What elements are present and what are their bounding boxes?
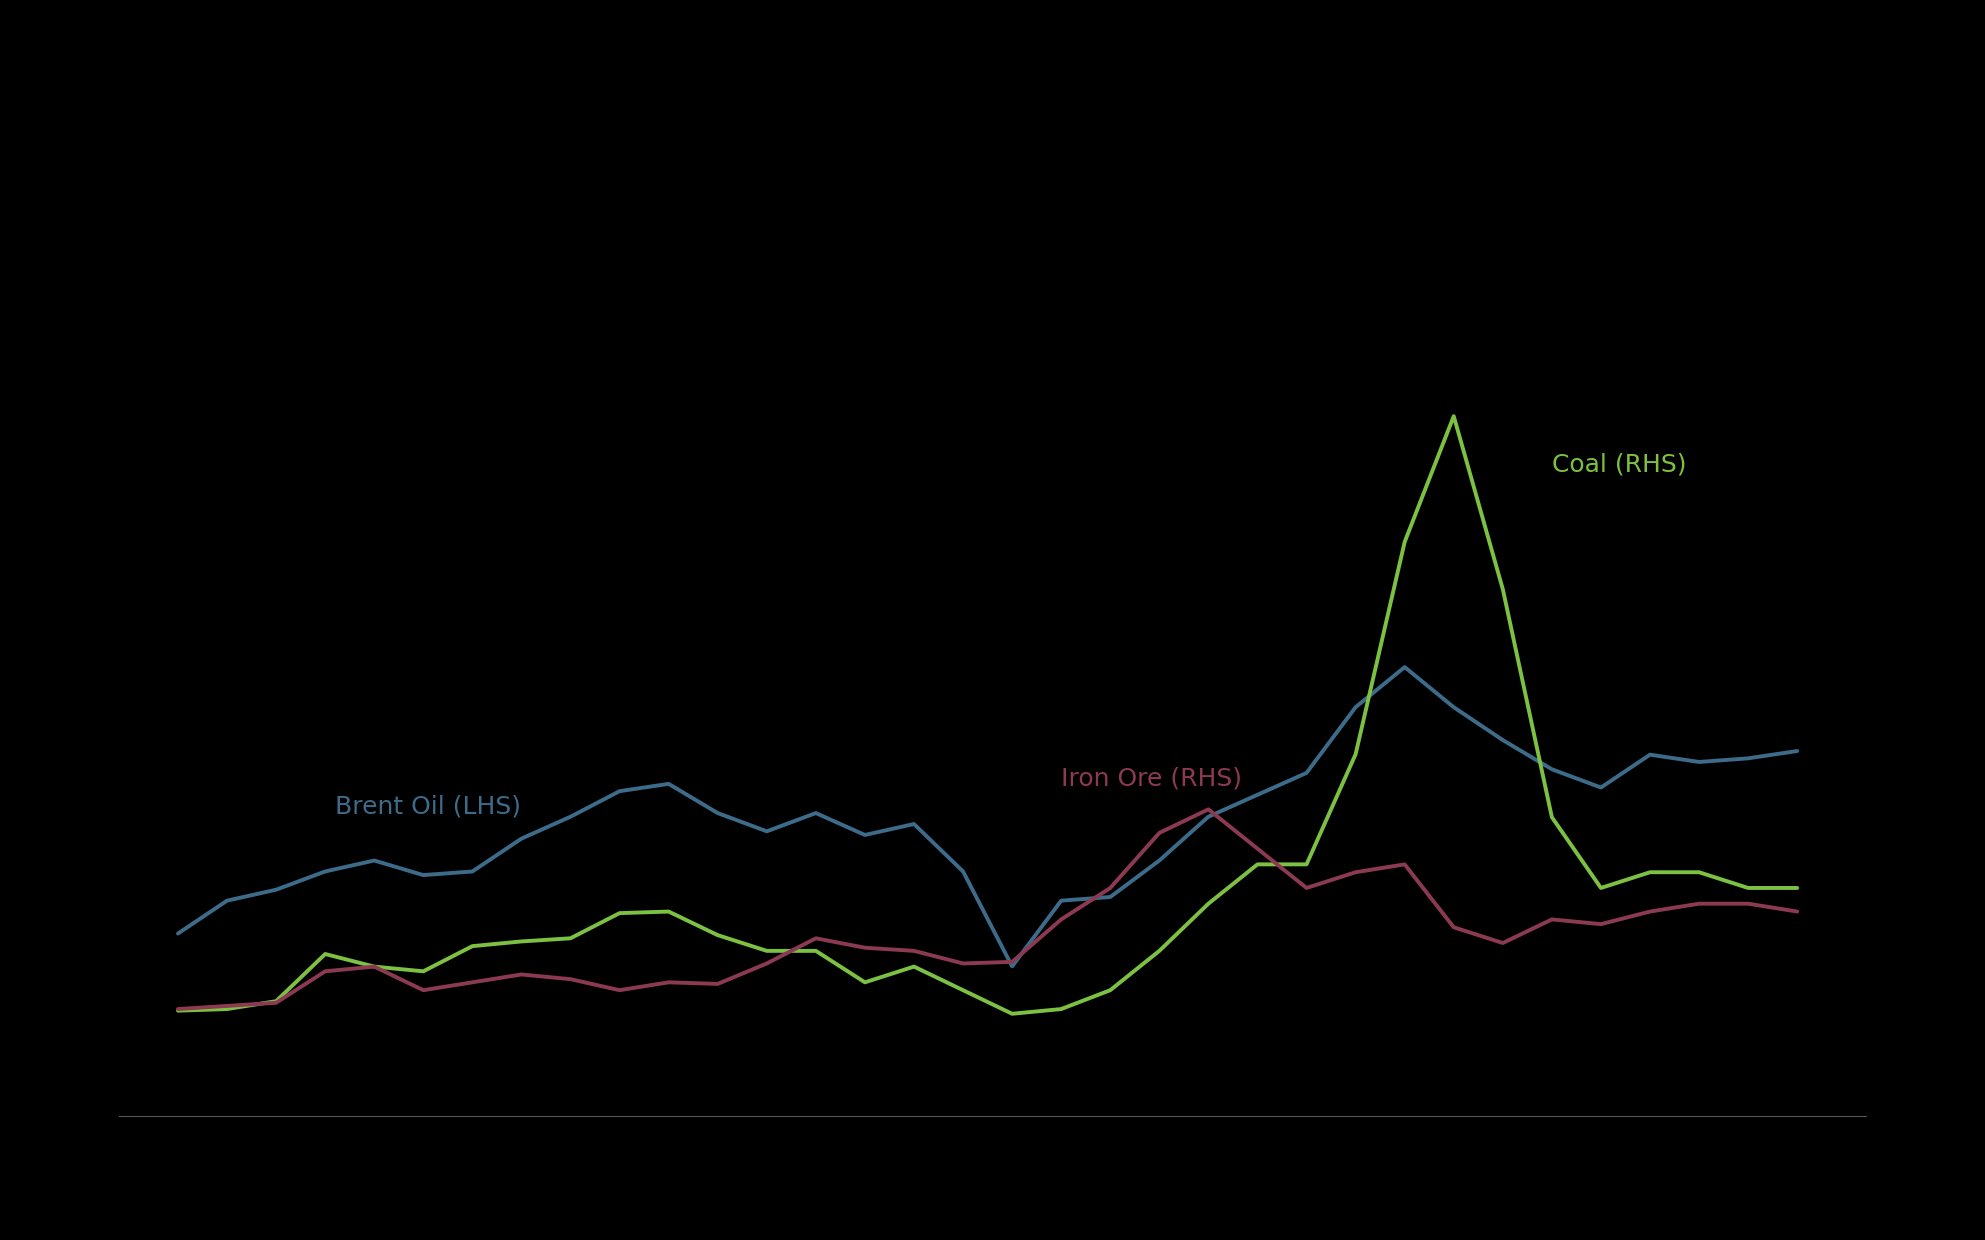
Text: Iron Ore (RHS): Iron Ore (RHS) xyxy=(1062,766,1243,791)
Text: Coal (RHS): Coal (RHS) xyxy=(1552,453,1687,476)
Text: Brent Oil (LHS): Brent Oil (LHS) xyxy=(335,794,520,818)
